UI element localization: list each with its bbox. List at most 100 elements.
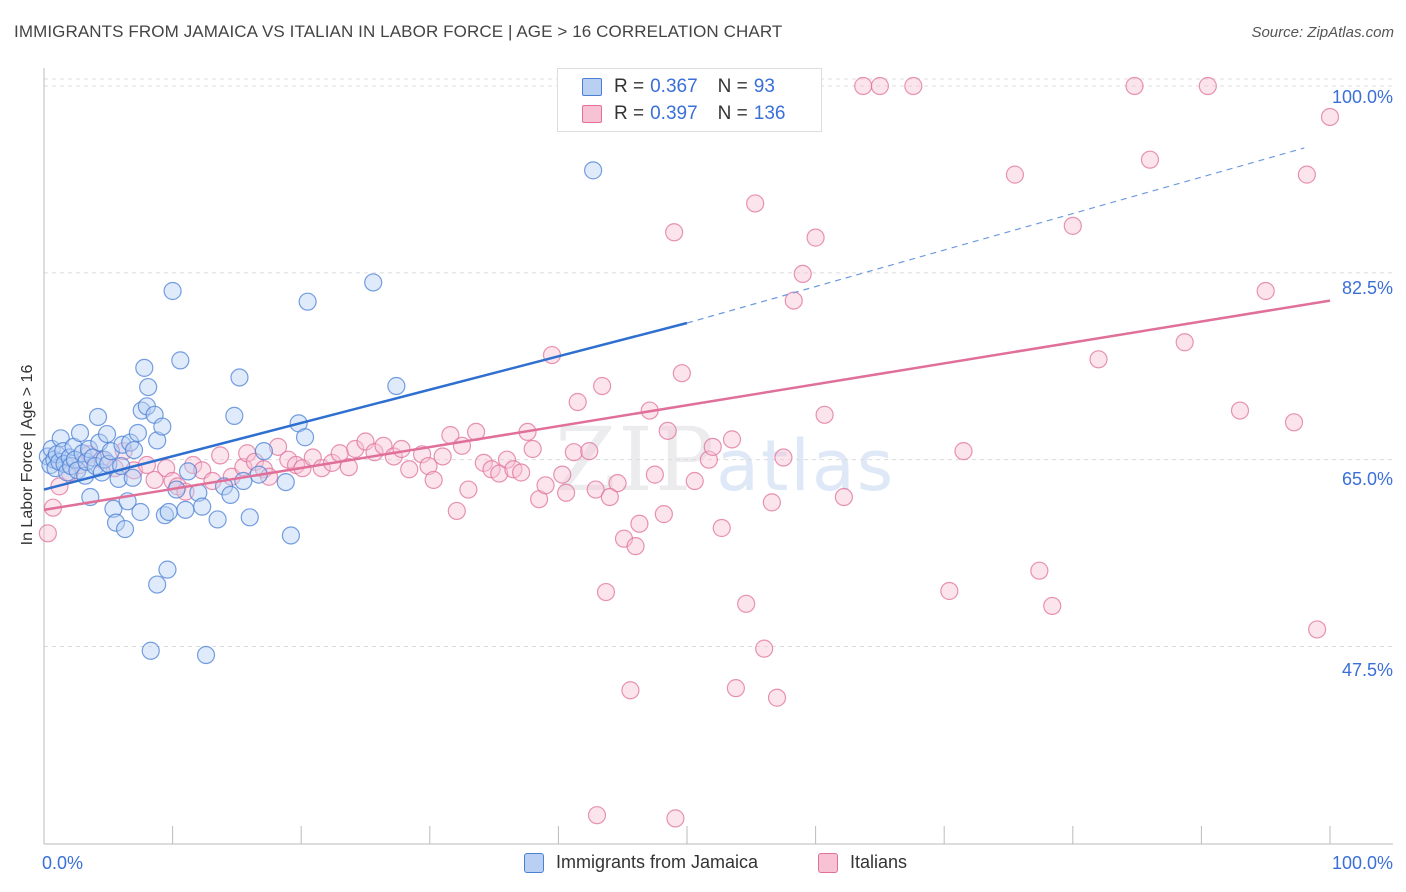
jamaica-point <box>101 442 120 461</box>
jamaica-point <box>106 513 126 532</box>
italians-point <box>712 518 731 538</box>
jamaica-point <box>104 499 123 518</box>
italians-point <box>447 501 466 521</box>
jamaica-point <box>240 508 259 527</box>
legend-r-value: 0.397 <box>650 103 698 124</box>
jamaica-point <box>196 645 216 665</box>
italians-point <box>672 364 691 383</box>
series-swatch-jamaica <box>524 852 544 873</box>
jamaica-point <box>230 368 249 387</box>
jamaica-point <box>153 417 172 436</box>
jamaica-point <box>387 376 406 396</box>
jamaica-point <box>124 440 144 460</box>
series-swatch-italians <box>818 852 838 873</box>
jamaica-point <box>221 485 240 504</box>
y-tick-label: 82.5% <box>1341 278 1393 298</box>
jamaica-point <box>225 406 244 425</box>
italians-point <box>1308 620 1327 639</box>
italians-point <box>621 681 640 700</box>
jamaica-point <box>141 641 160 660</box>
jamaica-trend-extension <box>686 147 1305 324</box>
italians-point <box>1320 107 1340 127</box>
italians-point <box>497 450 517 469</box>
series-legend-jamaica: Immigrants from Jamaica <box>524 852 758 873</box>
italians-point <box>596 582 616 602</box>
italians-point <box>1175 333 1194 352</box>
italians-point <box>38 524 57 543</box>
italians-point <box>806 228 825 247</box>
legend-swatch-italians <box>582 105 602 123</box>
jamaica-point <box>276 472 295 492</box>
legend-swatch-jamaica <box>582 78 602 96</box>
italians-point <box>608 474 627 493</box>
italians-point <box>904 76 923 96</box>
jamaica-point <box>163 281 182 301</box>
italians-point <box>645 465 664 484</box>
italians-point <box>568 392 587 412</box>
jamaica-point <box>171 351 190 370</box>
italians-point <box>400 460 419 479</box>
jamaica-point <box>176 500 195 519</box>
italians-point <box>854 76 873 96</box>
jamaica-point <box>584 161 603 180</box>
italians-point <box>1230 401 1250 420</box>
x-tick-label-min: 0.0% <box>42 853 84 873</box>
jamaica-point <box>298 292 317 311</box>
italians-point <box>424 470 443 490</box>
jamaica-point <box>159 502 178 522</box>
x-tick-label-max: 100.0% <box>1331 853 1393 873</box>
jamaica-point <box>139 377 158 397</box>
italians-point <box>722 430 742 449</box>
italians-point <box>834 487 853 507</box>
italians-point <box>762 493 781 512</box>
jamaica-point <box>254 442 274 461</box>
italians-point <box>755 639 774 658</box>
italians-point <box>666 809 685 828</box>
series-label-italians: Italians <box>850 852 908 872</box>
italians-point <box>774 448 793 467</box>
watermark-atlas: atlas <box>716 425 896 507</box>
italians-point <box>1005 165 1025 184</box>
italians-point <box>726 679 745 698</box>
jamaica-point <box>131 502 150 522</box>
italians-point <box>490 464 509 483</box>
italians-point <box>1063 216 1082 235</box>
series-legend-italians: Italians <box>818 852 907 873</box>
italians-point <box>587 806 607 825</box>
italians-point <box>145 470 164 490</box>
italians-point <box>1297 165 1316 184</box>
italians-point <box>703 437 722 456</box>
italians-point <box>658 421 677 440</box>
y-tick-label: 65.0% <box>1341 469 1393 489</box>
jamaica-point <box>70 423 90 443</box>
italians-point <box>870 76 890 96</box>
italians-point <box>234 458 253 477</box>
italians-point <box>1198 76 1217 96</box>
chart-title: IMMIGRANTS FROM JAMAICA VS ITALIAN IN LA… <box>14 22 783 41</box>
legend-n-label: N = <box>717 103 748 124</box>
jamaica-point <box>123 468 142 487</box>
italians-point <box>685 471 704 491</box>
italians-point <box>815 405 834 424</box>
legend-r-label: R = <box>614 76 645 97</box>
italians-point <box>665 223 684 242</box>
italians-point <box>954 442 973 461</box>
italians-point <box>586 480 605 499</box>
jamaica-point <box>208 510 227 529</box>
italians-point <box>940 581 959 601</box>
jamaica-point <box>178 462 198 481</box>
series-label-jamaica: Immigrants from Jamaica <box>556 852 759 872</box>
series-legend: Immigrants from Jamaica Italians <box>0 852 1406 878</box>
italians-point <box>1140 150 1160 169</box>
legend-row-jamaica: R = 0.367 N = 93 <box>582 76 775 98</box>
italians-point <box>1089 350 1108 369</box>
italians-point <box>564 443 583 462</box>
jamaica-point <box>295 428 315 447</box>
italians-point <box>630 514 649 533</box>
legend-n-value: 93 <box>753 76 775 97</box>
jamaica-point <box>128 423 147 443</box>
italians-point <box>600 487 619 507</box>
y-tick-label: 47.5% <box>1341 660 1393 680</box>
source-credit: Source: ZipAtlas.com <box>1251 24 1394 41</box>
italians-point <box>1125 76 1144 96</box>
